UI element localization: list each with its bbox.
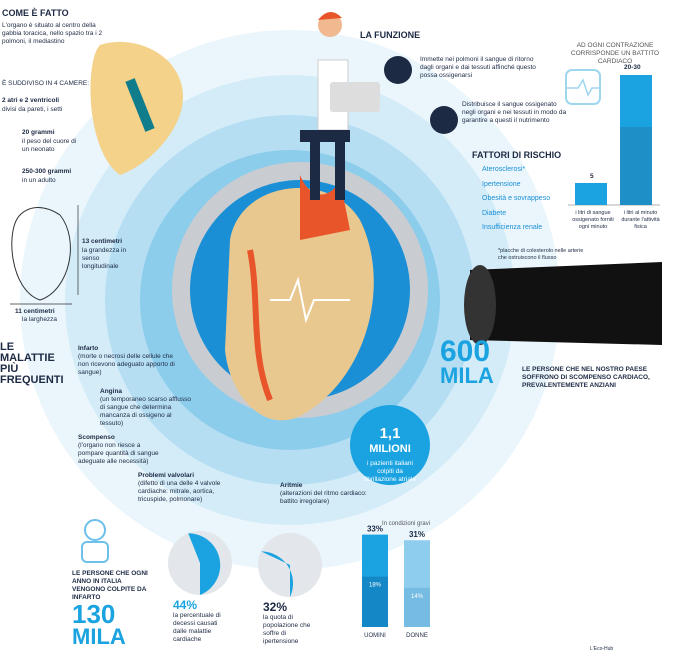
pie-text: la percentuale di decessi causati dalle … bbox=[173, 612, 221, 644]
bar-label: 5 bbox=[590, 173, 594, 180]
category-label: UOMINI bbox=[364, 633, 386, 639]
list-item: Obesità e sovrappeso bbox=[482, 195, 551, 202]
bar-severe bbox=[362, 576, 388, 627]
stat: 11 centimetri bbox=[15, 308, 55, 315]
bar bbox=[575, 183, 607, 205]
legend: In condizioni gravi bbox=[382, 521, 430, 527]
big-number: 1,1 bbox=[379, 425, 401, 442]
value-label: 31% bbox=[409, 530, 425, 539]
category-label: DONNE bbox=[406, 633, 428, 639]
disease-name: Infarto bbox=[78, 345, 99, 352]
disease-name: Problemi valvolari bbox=[138, 472, 194, 479]
list-item: Ipertensione bbox=[482, 180, 521, 188]
disease-name: Aritmie bbox=[280, 482, 303, 489]
text: È SUDDIVISO IN 4 CAMERE: bbox=[2, 80, 90, 87]
bar-label: 20-30 bbox=[624, 64, 641, 71]
disease-text: (morte o necrosi delle cellule che non r… bbox=[78, 353, 175, 377]
text: il peso del cuore di un neonato bbox=[22, 138, 77, 154]
section-title: FATTORI DI RISCHIO bbox=[472, 150, 562, 160]
text: Immette nei polmoni il sangue di ritorno… bbox=[420, 56, 536, 80]
big-unit: MILA bbox=[72, 624, 126, 649]
pie-label: 44% bbox=[173, 598, 198, 612]
credit: L'Eco-Hub bbox=[590, 646, 614, 652]
section-title: COME È FATTO bbox=[2, 8, 69, 18]
disease-text: (un temporaneo scarso afflusso di sangue… bbox=[100, 396, 191, 428]
big-unit: MILA bbox=[440, 363, 494, 388]
list-item: Insufficienza renale bbox=[482, 224, 543, 231]
section-title: LA FUNZIONE bbox=[360, 30, 421, 40]
stat: 250-300 grammi bbox=[22, 168, 72, 175]
stat: 20 grammi bbox=[22, 129, 55, 136]
list-item: Aterosclerosi* bbox=[482, 166, 526, 173]
list-item: Diabete bbox=[482, 209, 507, 217]
bar bbox=[620, 75, 652, 205]
value-label: 14% bbox=[411, 594, 424, 600]
big-number: 600 bbox=[440, 335, 491, 368]
pie-slice bbox=[188, 533, 221, 595]
disease-text: (difetto di una delle 4 valvole cardiach… bbox=[138, 480, 221, 504]
text: LE PERSONE CHE OGNI ANNO IN ITALIA VENGO… bbox=[72, 570, 148, 602]
disease-text: (alterazioni del ritmo cardiaco: battito… bbox=[280, 490, 367, 506]
value-label: 33% bbox=[367, 525, 383, 534]
note: *placche di colesterolo nelle arterie ch… bbox=[498, 248, 584, 261]
text: la larghezza bbox=[22, 316, 58, 323]
text: divisi da pareti, i setti bbox=[2, 106, 63, 113]
bar-severe bbox=[404, 587, 430, 627]
text: L'organo è situato al centro della gabbi… bbox=[2, 22, 103, 46]
stat: 13 centimetri bbox=[82, 238, 123, 245]
text: in un adulto bbox=[22, 177, 56, 184]
text: Distribuisce il sangue ossigenato negli … bbox=[462, 101, 567, 125]
big-unit: MILIONI bbox=[369, 443, 411, 455]
text: i litri di sangue ossigenato forniti ogn… bbox=[572, 210, 614, 230]
pie-text: la quota di popolazione che soffre di ip… bbox=[263, 614, 311, 646]
section-title: LE MALATTIE PIÙ FREQUENTI bbox=[0, 341, 64, 386]
text: i litri al minuto durante l'attività fis… bbox=[621, 210, 660, 230]
chart-title: AD OGNI CONTRAZIONE CORRISPONDE UN BATTI… bbox=[570, 42, 660, 66]
text: la grandezza in senso longitudinale bbox=[82, 247, 127, 271]
pie bbox=[258, 533, 322, 597]
disease-name: Angina bbox=[100, 388, 123, 395]
text: LE PERSONE CHE NEL NOSTRO PAESE SOFFRONO… bbox=[522, 366, 650, 390]
pie-label: 32% bbox=[263, 600, 288, 614]
disease-text: (l'organo non riesce a pompare quantità … bbox=[78, 442, 159, 466]
big-number: 130 bbox=[72, 599, 116, 629]
text: 2 atri e 2 ventricoli bbox=[2, 97, 60, 104]
pie bbox=[168, 531, 232, 595]
text: i pazienti italiani colpiti da fibrillaz… bbox=[363, 460, 417, 484]
disease-name: Scompenso bbox=[78, 434, 115, 441]
value-label: 18% bbox=[369, 583, 382, 589]
bar-area bbox=[572, 72, 662, 205]
